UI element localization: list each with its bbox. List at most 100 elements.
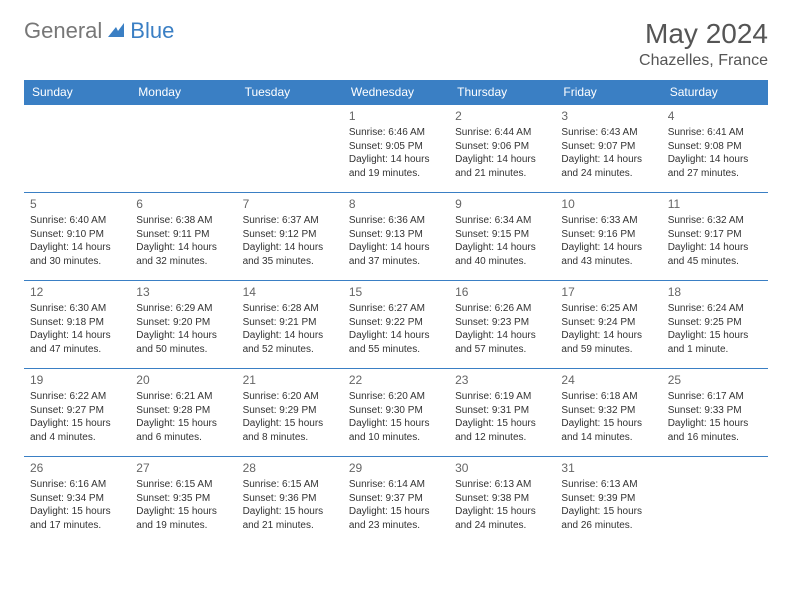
calendar-cell: 13Sunrise: 6:29 AMSunset: 9:20 PMDayligh…: [130, 281, 236, 369]
sunset-text: Sunset: 9:38 PM: [455, 492, 549, 506]
sunset-text: Sunset: 9:21 PM: [243, 316, 337, 330]
sunset-text: Sunset: 9:23 PM: [455, 316, 549, 330]
calendar-cell: 5Sunrise: 6:40 AMSunset: 9:10 PMDaylight…: [24, 193, 130, 281]
logo-icon: [106, 21, 126, 41]
sunrise-text: Sunrise: 6:19 AM: [455, 390, 549, 404]
day-number: 16: [455, 284, 549, 300]
sunset-text: Sunset: 9:24 PM: [561, 316, 655, 330]
day-number: 25: [668, 372, 762, 388]
sunrise-text: Sunrise: 6:15 AM: [136, 478, 230, 492]
daylight-text: Daylight: 14 hours and 40 minutes.: [455, 241, 549, 268]
sunrise-text: Sunrise: 6:20 AM: [243, 390, 337, 404]
day-number: 1: [349, 108, 443, 124]
day-number: 14: [243, 284, 337, 300]
day-number: 24: [561, 372, 655, 388]
calendar-cell: 9Sunrise: 6:34 AMSunset: 9:15 PMDaylight…: [449, 193, 555, 281]
sunset-text: Sunset: 9:37 PM: [349, 492, 443, 506]
sunrise-text: Sunrise: 6:37 AM: [243, 214, 337, 228]
day-number: 13: [136, 284, 230, 300]
calendar-row: 1Sunrise: 6:46 AMSunset: 9:05 PMDaylight…: [24, 105, 768, 193]
logo-text-1: General: [24, 18, 102, 44]
calendar-cell: 15Sunrise: 6:27 AMSunset: 9:22 PMDayligh…: [343, 281, 449, 369]
calendar-cell: 19Sunrise: 6:22 AMSunset: 9:27 PMDayligh…: [24, 369, 130, 457]
sunrise-text: Sunrise: 6:40 AM: [30, 214, 124, 228]
day-number: 31: [561, 460, 655, 476]
weekday-header: Sunday: [24, 80, 130, 105]
sunrise-text: Sunrise: 6:16 AM: [30, 478, 124, 492]
day-number: 9: [455, 196, 549, 212]
sunrise-text: Sunrise: 6:14 AM: [349, 478, 443, 492]
sunset-text: Sunset: 9:28 PM: [136, 404, 230, 418]
sunrise-text: Sunrise: 6:20 AM: [349, 390, 443, 404]
sunset-text: Sunset: 9:05 PM: [349, 140, 443, 154]
sunset-text: Sunset: 9:32 PM: [561, 404, 655, 418]
sunrise-text: Sunrise: 6:13 AM: [455, 478, 549, 492]
calendar-cell: [24, 105, 130, 193]
calendar-row: 26Sunrise: 6:16 AMSunset: 9:34 PMDayligh…: [24, 457, 768, 545]
sunset-text: Sunset: 9:39 PM: [561, 492, 655, 506]
sunrise-text: Sunrise: 6:24 AM: [668, 302, 762, 316]
sunset-text: Sunset: 9:30 PM: [349, 404, 443, 418]
daylight-text: Daylight: 15 hours and 23 minutes.: [349, 505, 443, 532]
sunrise-text: Sunrise: 6:25 AM: [561, 302, 655, 316]
daylight-text: Daylight: 14 hours and 21 minutes.: [455, 153, 549, 180]
calendar-cell: 28Sunrise: 6:15 AMSunset: 9:36 PMDayligh…: [237, 457, 343, 545]
calendar-cell: 4Sunrise: 6:41 AMSunset: 9:08 PMDaylight…: [662, 105, 768, 193]
daylight-text: Daylight: 14 hours and 59 minutes.: [561, 329, 655, 356]
calendar-cell: 26Sunrise: 6:16 AMSunset: 9:34 PMDayligh…: [24, 457, 130, 545]
day-number: 4: [668, 108, 762, 124]
sunrise-text: Sunrise: 6:26 AM: [455, 302, 549, 316]
sunrise-text: Sunrise: 6:28 AM: [243, 302, 337, 316]
sunrise-text: Sunrise: 6:15 AM: [243, 478, 337, 492]
sunset-text: Sunset: 9:36 PM: [243, 492, 337, 506]
sunset-text: Sunset: 9:25 PM: [668, 316, 762, 330]
sunset-text: Sunset: 9:08 PM: [668, 140, 762, 154]
day-number: 19: [30, 372, 124, 388]
daylight-text: Daylight: 14 hours and 45 minutes.: [668, 241, 762, 268]
sunrise-text: Sunrise: 6:13 AM: [561, 478, 655, 492]
calendar-row: 19Sunrise: 6:22 AMSunset: 9:27 PMDayligh…: [24, 369, 768, 457]
calendar-cell: 16Sunrise: 6:26 AMSunset: 9:23 PMDayligh…: [449, 281, 555, 369]
sunset-text: Sunset: 9:33 PM: [668, 404, 762, 418]
calendar-cell: 7Sunrise: 6:37 AMSunset: 9:12 PMDaylight…: [237, 193, 343, 281]
daylight-text: Daylight: 15 hours and 6 minutes.: [136, 417, 230, 444]
calendar-cell: 22Sunrise: 6:20 AMSunset: 9:30 PMDayligh…: [343, 369, 449, 457]
sunset-text: Sunset: 9:34 PM: [30, 492, 124, 506]
sunset-text: Sunset: 9:13 PM: [349, 228, 443, 242]
daylight-text: Daylight: 14 hours and 50 minutes.: [136, 329, 230, 356]
calendar-cell: 3Sunrise: 6:43 AMSunset: 9:07 PMDaylight…: [555, 105, 661, 193]
sunrise-text: Sunrise: 6:29 AM: [136, 302, 230, 316]
daylight-text: Daylight: 15 hours and 21 minutes.: [243, 505, 337, 532]
sunrise-text: Sunrise: 6:43 AM: [561, 126, 655, 140]
calendar-cell: 6Sunrise: 6:38 AMSunset: 9:11 PMDaylight…: [130, 193, 236, 281]
day-number: 11: [668, 196, 762, 212]
calendar-cell: 21Sunrise: 6:20 AMSunset: 9:29 PMDayligh…: [237, 369, 343, 457]
calendar-cell: [130, 105, 236, 193]
sunset-text: Sunset: 9:31 PM: [455, 404, 549, 418]
weekday-header: Saturday: [662, 80, 768, 105]
calendar-cell: 24Sunrise: 6:18 AMSunset: 9:32 PMDayligh…: [555, 369, 661, 457]
logo-text-2: Blue: [130, 18, 174, 44]
calendar-cell: 18Sunrise: 6:24 AMSunset: 9:25 PMDayligh…: [662, 281, 768, 369]
sunrise-text: Sunrise: 6:17 AM: [668, 390, 762, 404]
calendar-cell: [662, 457, 768, 545]
sunrise-text: Sunrise: 6:41 AM: [668, 126, 762, 140]
sunset-text: Sunset: 9:29 PM: [243, 404, 337, 418]
daylight-text: Daylight: 15 hours and 12 minutes.: [455, 417, 549, 444]
sunrise-text: Sunrise: 6:34 AM: [455, 214, 549, 228]
daylight-text: Daylight: 14 hours and 32 minutes.: [136, 241, 230, 268]
sunrise-text: Sunrise: 6:32 AM: [668, 214, 762, 228]
sunset-text: Sunset: 9:11 PM: [136, 228, 230, 242]
sunrise-text: Sunrise: 6:21 AM: [136, 390, 230, 404]
sunset-text: Sunset: 9:07 PM: [561, 140, 655, 154]
daylight-text: Daylight: 15 hours and 14 minutes.: [561, 417, 655, 444]
sunset-text: Sunset: 9:12 PM: [243, 228, 337, 242]
day-number: 5: [30, 196, 124, 212]
sunrise-text: Sunrise: 6:30 AM: [30, 302, 124, 316]
day-number: 30: [455, 460, 549, 476]
daylight-text: Daylight: 15 hours and 1 minute.: [668, 329, 762, 356]
sunrise-text: Sunrise: 6:27 AM: [349, 302, 443, 316]
weekday-header: Thursday: [449, 80, 555, 105]
sunset-text: Sunset: 9:16 PM: [561, 228, 655, 242]
day-number: 20: [136, 372, 230, 388]
